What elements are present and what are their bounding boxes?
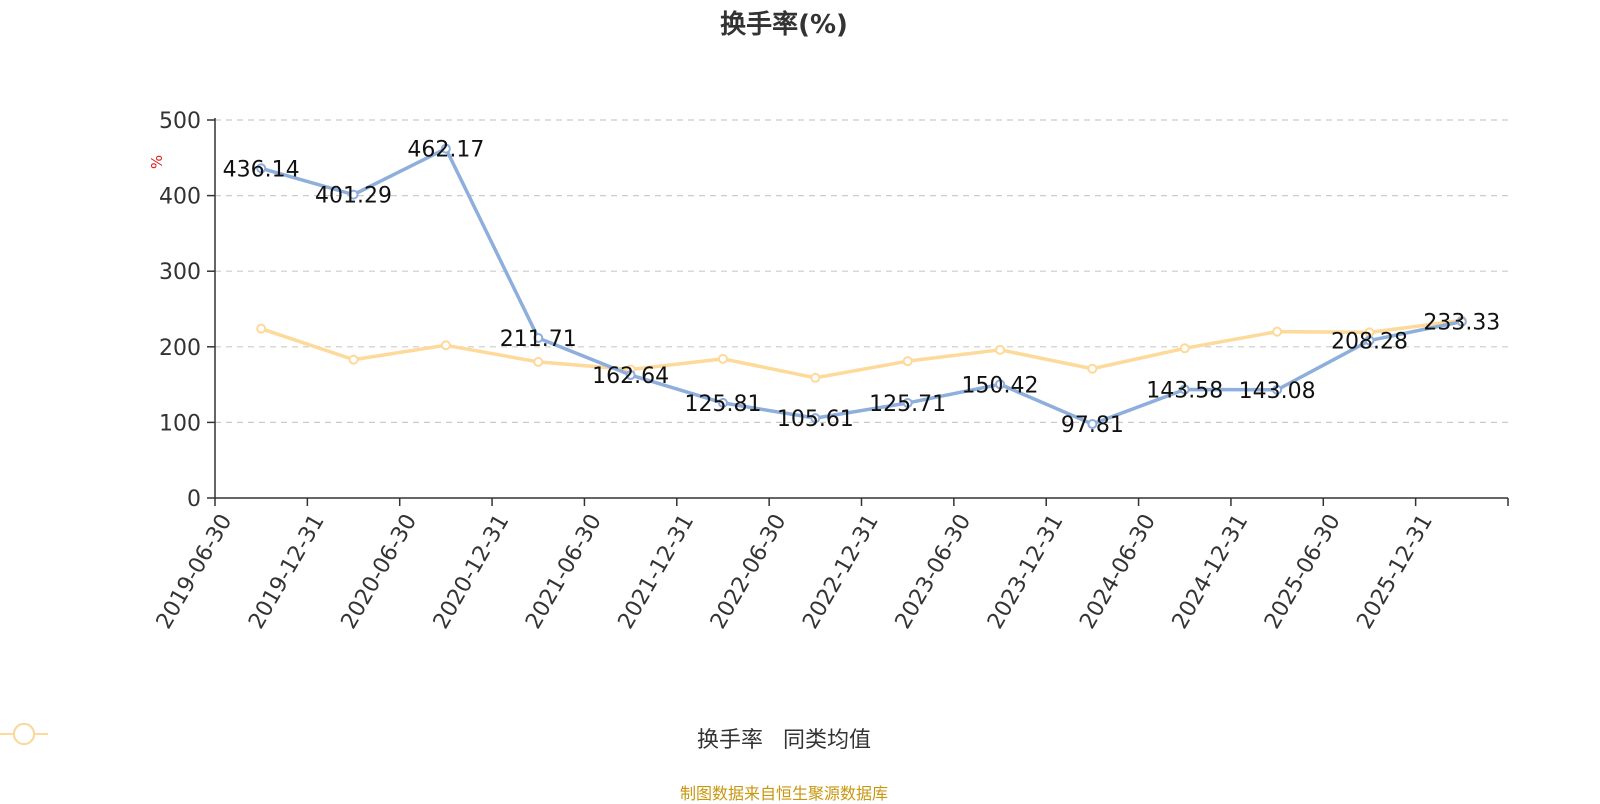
- series-line[interactable]: [260, 318, 1463, 380]
- data-point[interactable]: [1456, 316, 1467, 327]
- series-line[interactable]: [260, 146, 1463, 426]
- data-point[interactable]: [717, 397, 728, 408]
- x-tick-label: 2022-06-30: [706, 510, 792, 633]
- x-tick-label: 2020-06-30: [336, 510, 422, 633]
- data-point[interactable]: [256, 163, 267, 174]
- data-label: 401.29: [315, 184, 392, 209]
- x-tick-label: 2024-12-31: [1168, 510, 1254, 633]
- x-tick-label: 2021-06-30: [521, 510, 607, 633]
- data-label: 208.28: [1331, 330, 1408, 355]
- data-label: 143.58: [1146, 378, 1223, 403]
- data-point[interactable]: [440, 340, 451, 351]
- data-label: 436.14: [223, 157, 300, 182]
- data-point[interactable]: [1179, 384, 1190, 395]
- data-point[interactable]: [902, 356, 913, 367]
- data-point[interactable]: [625, 370, 636, 381]
- data-point[interactable]: [1272, 326, 1283, 337]
- x-tick-label: 2021-12-31: [614, 510, 700, 633]
- data-label: 462.17: [407, 138, 484, 163]
- y-tick-label: 500: [159, 109, 201, 134]
- data-label: 97.81: [1061, 413, 1124, 438]
- data-label: 150.42: [962, 373, 1039, 398]
- data-label: 162.64: [592, 364, 669, 389]
- data-point[interactable]: [348, 354, 359, 365]
- data-point[interactable]: [533, 356, 544, 367]
- y-tick-label: 200: [159, 336, 201, 361]
- chart-title: 换手率(%): [720, 10, 848, 40]
- data-point[interactable]: [1272, 384, 1283, 395]
- legend-line-circle-icon: [0, 723, 48, 745]
- data-label: 125.71: [869, 392, 946, 417]
- data-point[interactable]: [902, 397, 913, 408]
- data-point[interactable]: [810, 413, 821, 424]
- y-tick-label: 300: [159, 260, 201, 285]
- x-tick-label: 2019-12-31: [244, 510, 330, 633]
- x-tick-label: 2022-12-31: [798, 510, 884, 633]
- y-tick-label: 100: [159, 411, 201, 436]
- data-point[interactable]: [995, 379, 1006, 390]
- data-source-note: 制图数据来自恒生聚源数据库: [679, 784, 888, 803]
- x-tick-label: 2024-06-30: [1075, 510, 1161, 633]
- data-point[interactable]: [1364, 335, 1375, 346]
- legend-item[interactable]: 同类均值: [0, 722, 872, 754]
- y-axis-label: %: [148, 155, 166, 169]
- data-point[interactable]: [1087, 419, 1098, 430]
- legend: 换手率 同类均值: [0, 722, 1568, 754]
- data-label: 143.08: [1239, 379, 1316, 404]
- data-label: 211.71: [500, 327, 577, 352]
- data-point[interactable]: [995, 344, 1006, 355]
- data-label: 125.81: [684, 392, 761, 417]
- data-point[interactable]: [440, 143, 451, 154]
- data-point[interactable]: [717, 353, 728, 364]
- legend-item[interactable]: 换手率: [0, 722, 763, 754]
- data-point[interactable]: [256, 323, 267, 334]
- data-point[interactable]: [1087, 363, 1098, 374]
- legend-label: 换手率: [696, 728, 763, 753]
- data-point[interactable]: [533, 332, 544, 343]
- data-label: 233.33: [1423, 311, 1500, 336]
- legend-label: 同类均值: [783, 728, 872, 753]
- y-tick-label: 400: [159, 185, 201, 210]
- data-point[interactable]: [810, 372, 821, 383]
- x-tick-label: 2023-12-31: [983, 510, 1069, 633]
- data-point[interactable]: [1179, 343, 1190, 354]
- y-tick-label: 0: [187, 487, 201, 512]
- data-point[interactable]: [348, 189, 359, 200]
- data-label: 105.61: [777, 407, 854, 432]
- x-tick-label: 2025-12-31: [1352, 510, 1438, 633]
- x-tick-label: 2023-06-30: [891, 510, 977, 633]
- x-tick-label: 2019-06-30: [152, 510, 238, 633]
- x-tick-label: 2025-06-30: [1260, 510, 1346, 633]
- x-tick-label: 2020-12-31: [429, 510, 515, 633]
